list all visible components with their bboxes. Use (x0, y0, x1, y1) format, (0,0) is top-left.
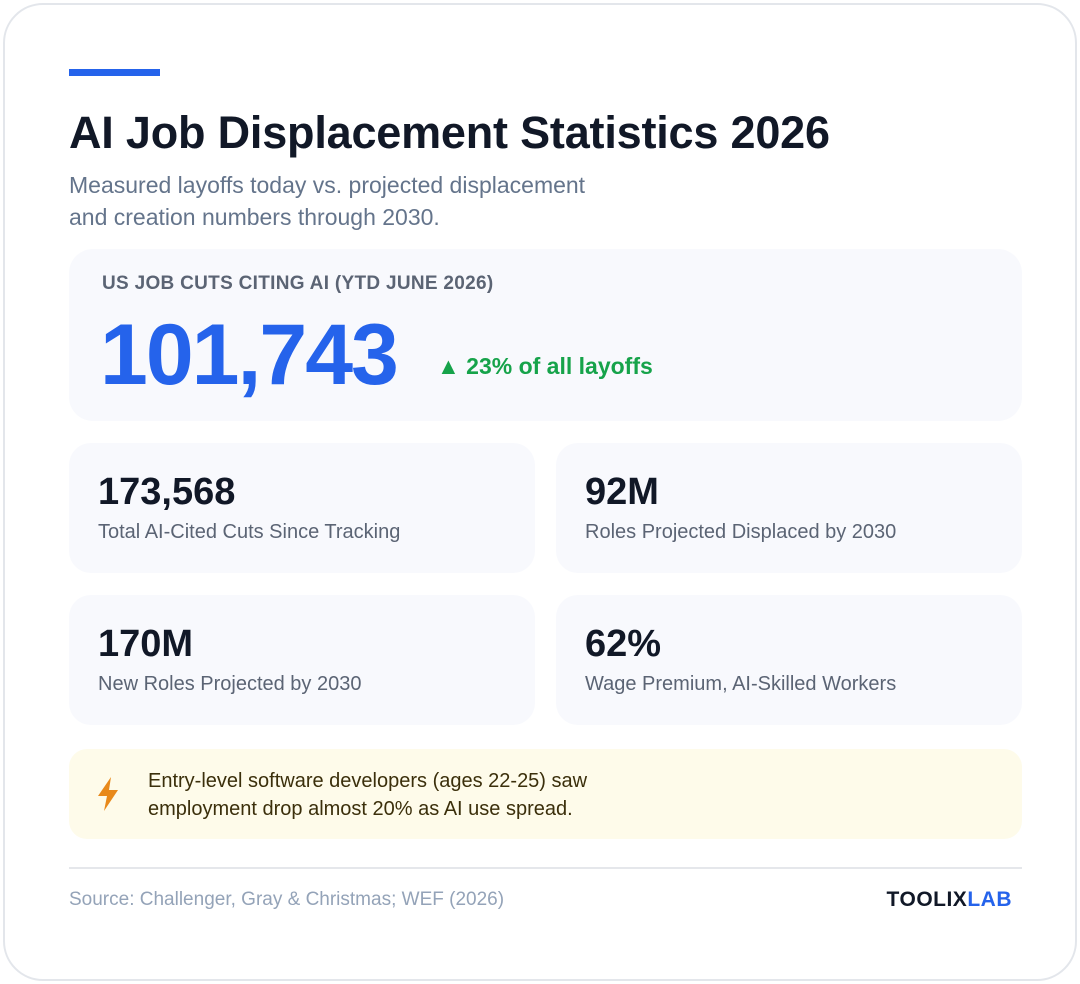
stat-value: 170M (98, 623, 194, 665)
brand-logo-part1: TOOLIX (886, 888, 968, 911)
stat-label: Roles Projected Displaced by 2030 (585, 521, 897, 543)
stat-value: 173,568 (98, 471, 236, 513)
brand-logo-part2: LAB (967, 888, 1012, 911)
stat-card-roles-displaced: 92M Roles Projected Displaced by 2030 (556, 443, 1022, 573)
lightning-bolt-icon (98, 777, 118, 811)
source-note: Source: Challenger, Gray & Christmas; WE… (69, 889, 505, 910)
stat-card-total-cuts: 173,568 Total AI-Cited Cuts Since Tracki… (69, 443, 535, 573)
hero-stat-card: US JOB CUTS CITING AI (YTD JUNE 2026) 10… (69, 249, 1022, 421)
stat-card-wage-premium: 62% Wage Premium, AI-Skilled Workers (556, 595, 1022, 725)
stat-label: Wage Premium, AI-Skilled Workers (585, 673, 897, 695)
callout-line: employment drop almost 20% as AI use spr… (148, 798, 573, 820)
stat-label: New Roles Projected by 2030 (98, 673, 362, 695)
infographic-card: AI Job Displacement Statistics 2026 Meas… (3, 3, 1077, 981)
hero-stat-label: US JOB CUTS CITING AI (YTD JUNE 2026) (102, 273, 494, 294)
subtitle-line: and creation numbers through 2030. (69, 204, 440, 230)
footer-divider (69, 867, 1022, 869)
brand-logo: TOOLIXLAB (887, 888, 1012, 912)
subtitle-line: Measured layoffs today vs. projected dis… (69, 172, 586, 198)
stat-card-new-roles: 170M New Roles Projected by 2030 (69, 595, 535, 725)
stat-value: 62% (585, 623, 662, 665)
accent-bar (69, 69, 160, 76)
callout-box: Entry-level software developers (ages 22… (69, 749, 1022, 839)
stat-label: Total AI-Cited Cuts Since Tracking (98, 521, 401, 543)
hero-stat-value: 101,743 (100, 307, 399, 403)
callout-text: Entry-level software developers (ages 22… (148, 767, 587, 823)
page-subtitle: Measured layoffs today vs. projected dis… (69, 169, 669, 233)
hero-stat-change: ▲ 23% of all layoffs (437, 353, 653, 379)
page-title: AI Job Displacement Statistics 2026 (69, 107, 830, 158)
stat-value: 92M (585, 471, 659, 513)
callout-line: Entry-level software developers (ages 22… (148, 770, 588, 792)
